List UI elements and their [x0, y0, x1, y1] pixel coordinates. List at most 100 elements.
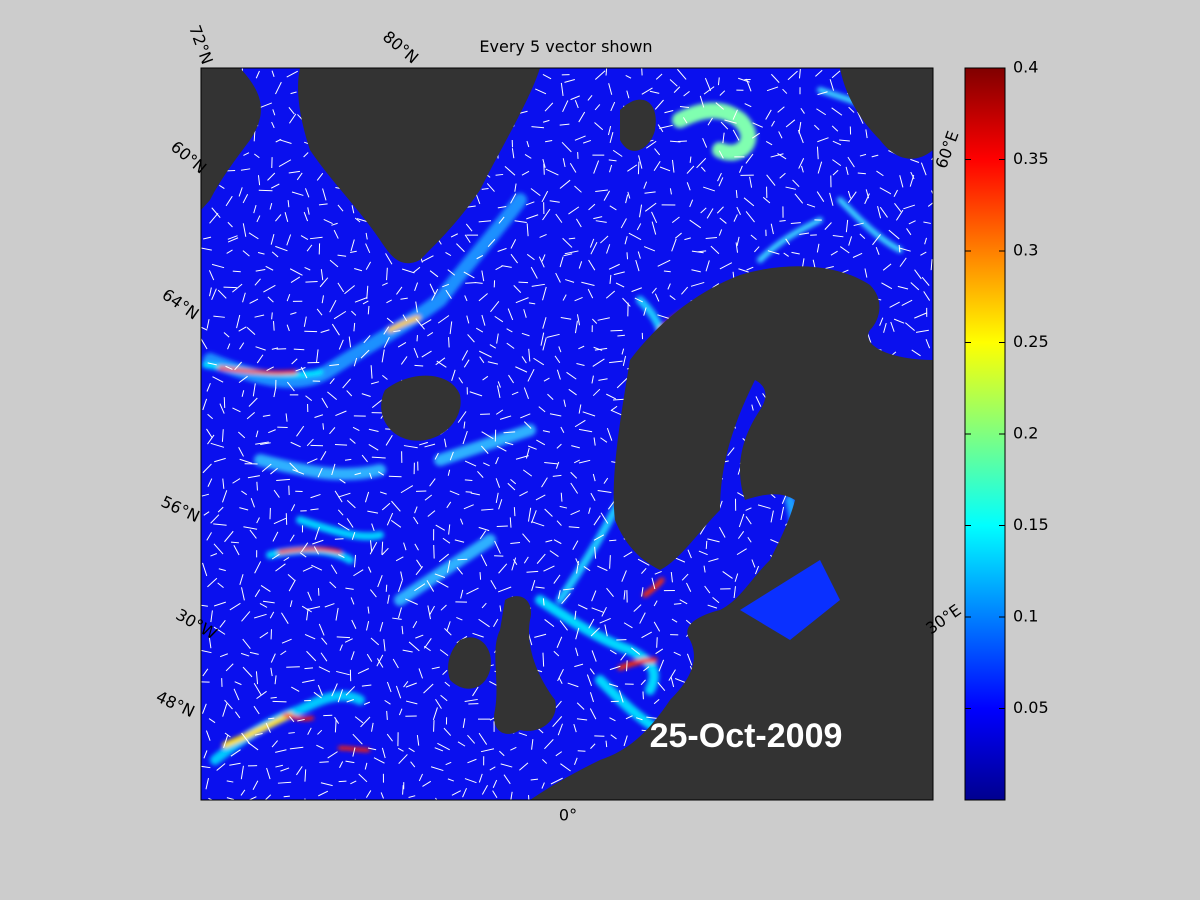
- vector-arrow: [640, 679, 646, 686]
- vector-arrow: [872, 234, 881, 246]
- vector-arrow: [601, 606, 607, 617]
- vector-arrow: [268, 429, 276, 434]
- vector-arrow: [238, 375, 248, 384]
- vector-arrow: [238, 431, 246, 439]
- vector-arrow: [626, 252, 629, 260]
- vector-arrow: [576, 702, 585, 710]
- vector-arrow: [246, 411, 255, 420]
- vector-arrow: [365, 261, 372, 270]
- vector-arrow: [201, 765, 211, 769]
- vector-arrow: [291, 358, 298, 365]
- vector-arrow: [679, 599, 688, 605]
- vector-arrow: [213, 543, 224, 555]
- vector-arrow: [513, 285, 522, 293]
- vector-arrow: [446, 501, 452, 509]
- vector-arrow: [780, 506, 785, 521]
- vector-arrow: [587, 94, 593, 101]
- vector-arrow: [480, 748, 495, 753]
- vector-arrow: [712, 283, 720, 289]
- vector-arrow: [256, 354, 264, 364]
- vector-arrow: [436, 360, 447, 368]
- vector-arrow: [241, 490, 248, 496]
- vector-arrow: [593, 346, 603, 351]
- vector-arrow: [700, 207, 707, 214]
- vector-arrow: [270, 234, 275, 245]
- vector-arrow: [313, 691, 322, 699]
- vector-arrow: [319, 761, 329, 763]
- vector-arrow: [657, 259, 671, 267]
- vector-arrow: [575, 647, 579, 657]
- vector-arrow: [209, 287, 212, 297]
- vector-arrow: [319, 277, 329, 288]
- vector-arrow: [278, 159, 292, 167]
- vector-arrow: [463, 271, 475, 279]
- vector-arrow: [238, 447, 244, 457]
- vector-arrow: [815, 69, 823, 77]
- vector-arrow: [555, 751, 563, 757]
- vector-arrow: [526, 140, 530, 148]
- vector-arrow: [552, 474, 562, 477]
- vector-arrow: [879, 317, 884, 326]
- vector-arrow: [432, 707, 438, 721]
- vector-arrow: [201, 326, 208, 331]
- vector-arrow: [377, 575, 383, 588]
- vector-arrow: [787, 70, 798, 81]
- vector-arrow: [595, 220, 607, 223]
- vector-arrow: [444, 681, 451, 687]
- vector-arrow: [371, 722, 374, 732]
- vector-arrow: [479, 350, 492, 358]
- vector-arrow: [447, 269, 456, 276]
- vector-arrow: [210, 553, 218, 557]
- vector-arrow: [745, 507, 752, 511]
- vector-arrow: [570, 482, 579, 494]
- vector-arrow: [583, 565, 591, 572]
- vector-arrow: [412, 266, 421, 274]
- vector-arrow: [574, 320, 578, 334]
- vector-arrow: [910, 282, 920, 291]
- vector-arrow: [702, 137, 708, 148]
- vector-arrow: [554, 355, 561, 364]
- vector-arrow: [472, 632, 484, 638]
- vector-arrow: [717, 172, 722, 182]
- vector-arrow: [697, 250, 707, 253]
- vector-arrow: [533, 357, 545, 366]
- vector-arrow: [686, 165, 695, 174]
- vector-arrow: [669, 295, 676, 301]
- vector-arrow: [794, 193, 804, 204]
- vector-arrow: [367, 566, 372, 573]
- vector-arrow: [289, 268, 303, 276]
- vector-arrow: [383, 639, 386, 652]
- vector-arrow: [415, 634, 424, 639]
- vector-arrow: [495, 409, 504, 415]
- vector-arrow: [549, 200, 560, 203]
- vector-arrow: [331, 683, 338, 697]
- vector-arrow: [575, 218, 582, 228]
- vector-arrow: [350, 597, 355, 605]
- vector-arrow: [499, 415, 512, 420]
- vector-arrow: [765, 109, 772, 120]
- vector-arrow: [574, 757, 578, 765]
- vector-arrow: [201, 649, 212, 654]
- vector-arrow: [627, 191, 631, 199]
- vector-arrow: [329, 364, 340, 367]
- colorbar-tick-label: 0.25: [1013, 332, 1049, 351]
- vector-arrow: [479, 356, 485, 364]
- vector-arrow: [218, 568, 226, 572]
- vector-arrow: [689, 156, 692, 163]
- land: [201, 68, 933, 800]
- vector-arrow: [286, 324, 290, 332]
- vector-arrow: [219, 620, 226, 628]
- vector-arrow: [556, 369, 561, 380]
- vector-arrow: [877, 206, 882, 219]
- vector-arrow: [262, 600, 275, 604]
- vector-arrow: [689, 219, 702, 229]
- vector-arrow: [604, 624, 608, 637]
- vector-arrow: [396, 286, 403, 295]
- vector-arrow: [839, 139, 850, 142]
- vector-arrow: [371, 456, 386, 459]
- vector-arrow: [386, 299, 392, 304]
- vector-arrow: [335, 607, 339, 621]
- vector-arrow: [284, 212, 289, 223]
- vector-arrow: [560, 82, 564, 96]
